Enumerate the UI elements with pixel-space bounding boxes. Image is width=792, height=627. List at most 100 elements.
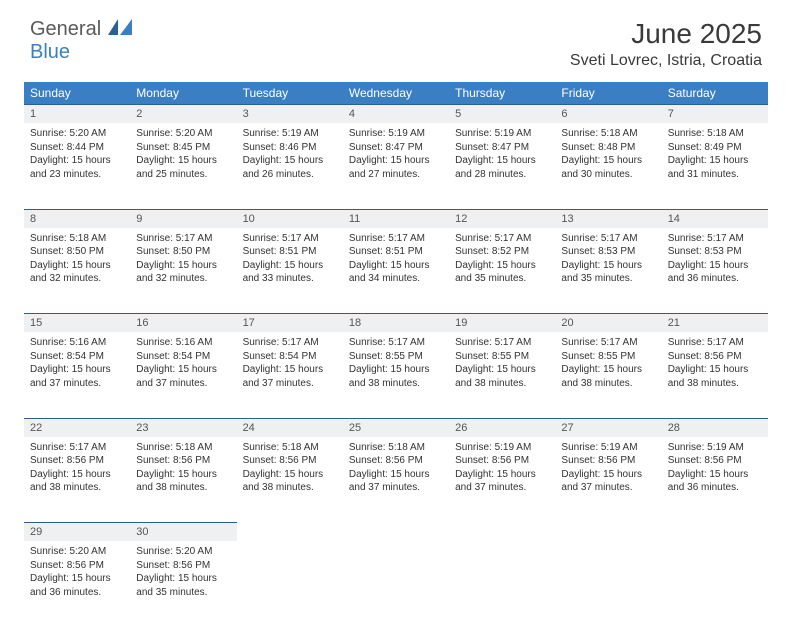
day-cell: Sunrise: 5:17 AMSunset: 8:53 PMDaylight:… (555, 228, 661, 314)
day-details: Sunrise: 5:20 AMSunset: 8:45 PMDaylight:… (130, 123, 236, 189)
day-cell: Sunrise: 5:17 AMSunset: 8:53 PMDaylight:… (662, 228, 768, 314)
day-number: 17 (237, 314, 343, 333)
day-number-row: 891011121314 (24, 209, 768, 228)
day-number (555, 523, 661, 542)
day-cell: Sunrise: 5:19 AMSunset: 8:47 PMDaylight:… (343, 123, 449, 209)
day-header: Saturday (662, 82, 768, 105)
day-cell: Sunrise: 5:17 AMSunset: 8:51 PMDaylight:… (237, 228, 343, 314)
day-cell: Sunrise: 5:17 AMSunset: 8:55 PMDaylight:… (449, 332, 555, 418)
day-cell: Sunrise: 5:17 AMSunset: 8:50 PMDaylight:… (130, 228, 236, 314)
day-cell: Sunrise: 5:18 AMSunset: 8:56 PMDaylight:… (343, 437, 449, 523)
day-cell: Sunrise: 5:17 AMSunset: 8:56 PMDaylight:… (662, 332, 768, 418)
day-cell: Sunrise: 5:18 AMSunset: 8:50 PMDaylight:… (24, 228, 130, 314)
day-cell: Sunrise: 5:17 AMSunset: 8:56 PMDaylight:… (24, 437, 130, 523)
day-cell: Sunrise: 5:16 AMSunset: 8:54 PMDaylight:… (24, 332, 130, 418)
day-cell: Sunrise: 5:17 AMSunset: 8:52 PMDaylight:… (449, 228, 555, 314)
day-cell: Sunrise: 5:18 AMSunset: 8:56 PMDaylight:… (130, 437, 236, 523)
day-number-row: 2930 (24, 523, 768, 542)
day-cell (662, 541, 768, 627)
month-title: June 2025 (570, 18, 762, 50)
day-number: 7 (662, 105, 768, 124)
day-cell: Sunrise: 5:16 AMSunset: 8:54 PMDaylight:… (130, 332, 236, 418)
day-number: 8 (24, 209, 130, 228)
day-number: 25 (343, 418, 449, 437)
day-number (449, 523, 555, 542)
day-details: Sunrise: 5:19 AMSunset: 8:47 PMDaylight:… (449, 123, 555, 189)
day-number (343, 523, 449, 542)
logo: General Blue (30, 18, 132, 64)
day-number: 24 (237, 418, 343, 437)
day-number (662, 523, 768, 542)
header: General Blue June 2025 Sveti Lovrec, Ist… (0, 0, 792, 76)
day-number: 6 (555, 105, 661, 124)
logo-sail-icon (108, 19, 132, 35)
location: Sveti Lovrec, Istria, Croatia (570, 52, 762, 70)
day-cell: Sunrise: 5:19 AMSunset: 8:56 PMDaylight:… (449, 437, 555, 523)
day-header: Friday (555, 82, 661, 105)
day-details: Sunrise: 5:18 AMSunset: 8:49 PMDaylight:… (662, 123, 768, 189)
day-number: 21 (662, 314, 768, 333)
day-cell (555, 541, 661, 627)
day-number (237, 523, 343, 542)
day-header-row: Sunday Monday Tuesday Wednesday Thursday… (24, 82, 768, 105)
day-number: 18 (343, 314, 449, 333)
day-header: Tuesday (237, 82, 343, 105)
day-cell: Sunrise: 5:20 AMSunset: 8:56 PMDaylight:… (130, 541, 236, 627)
day-details: Sunrise: 5:16 AMSunset: 8:54 PMDaylight:… (24, 332, 130, 398)
day-cell: Sunrise: 5:17 AMSunset: 8:51 PMDaylight:… (343, 228, 449, 314)
day-details: Sunrise: 5:20 AMSunset: 8:56 PMDaylight:… (130, 541, 236, 607)
day-cell: Sunrise: 5:19 AMSunset: 8:46 PMDaylight:… (237, 123, 343, 209)
day-cell: Sunrise: 5:18 AMSunset: 8:48 PMDaylight:… (555, 123, 661, 209)
day-details: Sunrise: 5:17 AMSunset: 8:55 PMDaylight:… (555, 332, 661, 398)
day-cell: Sunrise: 5:17 AMSunset: 8:55 PMDaylight:… (555, 332, 661, 418)
day-details: Sunrise: 5:17 AMSunset: 8:53 PMDaylight:… (555, 228, 661, 294)
day-details: Sunrise: 5:19 AMSunset: 8:56 PMDaylight:… (555, 437, 661, 503)
day-cell: Sunrise: 5:18 AMSunset: 8:49 PMDaylight:… (662, 123, 768, 209)
day-details: Sunrise: 5:18 AMSunset: 8:50 PMDaylight:… (24, 228, 130, 294)
day-cell (449, 541, 555, 627)
day-details: Sunrise: 5:17 AMSunset: 8:51 PMDaylight:… (237, 228, 343, 294)
day-number: 29 (24, 523, 130, 542)
day-number: 16 (130, 314, 236, 333)
day-body-row: Sunrise: 5:17 AMSunset: 8:56 PMDaylight:… (24, 437, 768, 523)
day-number: 15 (24, 314, 130, 333)
day-cell: Sunrise: 5:17 AMSunset: 8:54 PMDaylight:… (237, 332, 343, 418)
day-cell: Sunrise: 5:19 AMSunset: 8:56 PMDaylight:… (662, 437, 768, 523)
day-details: Sunrise: 5:17 AMSunset: 8:54 PMDaylight:… (237, 332, 343, 398)
day-number: 26 (449, 418, 555, 437)
day-number: 1 (24, 105, 130, 124)
day-body-row: Sunrise: 5:18 AMSunset: 8:50 PMDaylight:… (24, 228, 768, 314)
day-number: 12 (449, 209, 555, 228)
day-cell: Sunrise: 5:19 AMSunset: 8:47 PMDaylight:… (449, 123, 555, 209)
day-details: Sunrise: 5:16 AMSunset: 8:54 PMDaylight:… (130, 332, 236, 398)
day-number: 13 (555, 209, 661, 228)
day-cell: Sunrise: 5:18 AMSunset: 8:56 PMDaylight:… (237, 437, 343, 523)
day-details: Sunrise: 5:20 AMSunset: 8:44 PMDaylight:… (24, 123, 130, 189)
day-details: Sunrise: 5:18 AMSunset: 8:56 PMDaylight:… (237, 437, 343, 503)
day-header: Monday (130, 82, 236, 105)
day-number: 22 (24, 418, 130, 437)
day-number: 5 (449, 105, 555, 124)
day-cell: Sunrise: 5:20 AMSunset: 8:45 PMDaylight:… (130, 123, 236, 209)
day-number: 28 (662, 418, 768, 437)
day-details: Sunrise: 5:19 AMSunset: 8:47 PMDaylight:… (343, 123, 449, 189)
day-number: 4 (343, 105, 449, 124)
day-body-row: Sunrise: 5:20 AMSunset: 8:44 PMDaylight:… (24, 123, 768, 209)
day-cell: Sunrise: 5:20 AMSunset: 8:44 PMDaylight:… (24, 123, 130, 209)
logo-text-general: General (30, 18, 101, 40)
day-details: Sunrise: 5:19 AMSunset: 8:46 PMDaylight:… (237, 123, 343, 189)
day-details: Sunrise: 5:17 AMSunset: 8:55 PMDaylight:… (449, 332, 555, 398)
day-cell: Sunrise: 5:19 AMSunset: 8:56 PMDaylight:… (555, 437, 661, 523)
day-details: Sunrise: 5:17 AMSunset: 8:53 PMDaylight:… (662, 228, 768, 294)
day-details: Sunrise: 5:18 AMSunset: 8:56 PMDaylight:… (343, 437, 449, 503)
day-number: 23 (130, 418, 236, 437)
day-number: 20 (555, 314, 661, 333)
day-details: Sunrise: 5:19 AMSunset: 8:56 PMDaylight:… (662, 437, 768, 503)
day-details: Sunrise: 5:18 AMSunset: 8:56 PMDaylight:… (130, 437, 236, 503)
title-block: June 2025 Sveti Lovrec, Istria, Croatia (570, 18, 762, 70)
calendar-table: Sunday Monday Tuesday Wednesday Thursday… (24, 82, 768, 627)
day-number: 19 (449, 314, 555, 333)
day-details: Sunrise: 5:17 AMSunset: 8:50 PMDaylight:… (130, 228, 236, 294)
day-cell: Sunrise: 5:20 AMSunset: 8:56 PMDaylight:… (24, 541, 130, 627)
day-details: Sunrise: 5:17 AMSunset: 8:56 PMDaylight:… (24, 437, 130, 503)
